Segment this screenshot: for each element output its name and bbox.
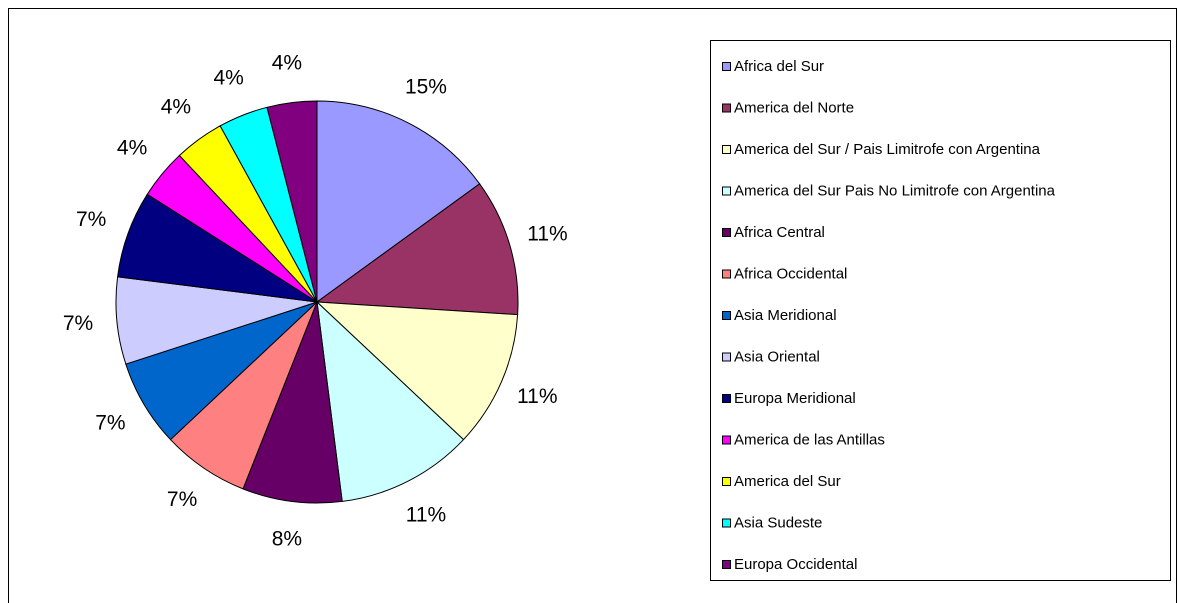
legend-label: America del Sur Pais No Limitrofe con Ar… xyxy=(734,182,1056,199)
legend-label: Asia Oriental xyxy=(734,348,820,365)
legend-swatch xyxy=(722,62,731,71)
data-label: 7% xyxy=(76,208,106,231)
data-label: 7% xyxy=(63,312,93,335)
legend-label: Europa Occidental xyxy=(734,556,857,573)
legend-swatch xyxy=(722,269,731,279)
data-label: 4% xyxy=(161,95,191,118)
data-label: 15% xyxy=(405,76,447,99)
pie-slice xyxy=(315,183,519,316)
legend-label: Africa Occidental xyxy=(734,265,847,282)
data-label: 8% xyxy=(272,528,302,551)
legend-swatch xyxy=(722,560,731,569)
pie-slice xyxy=(316,300,465,502)
data-label: 7% xyxy=(167,488,197,511)
legend-label: America del Sur / Pais Limitrofe con Arg… xyxy=(734,141,1041,158)
data-label: 4% xyxy=(213,66,243,89)
legend-label: Africa Central xyxy=(734,224,825,241)
legend-swatch xyxy=(722,145,731,154)
legend-label: Africa del Sur xyxy=(734,58,824,75)
legend-swatch xyxy=(722,103,731,113)
legend-label: Asia Sudeste xyxy=(734,514,822,531)
pie-slice xyxy=(315,301,519,441)
data-label: 11% xyxy=(406,503,446,526)
legend-box xyxy=(710,40,1171,581)
legend-swatch xyxy=(722,394,731,403)
pie-slice xyxy=(266,100,318,303)
legend-swatch xyxy=(722,435,731,445)
data-label: 4% xyxy=(117,137,147,160)
pie-slice xyxy=(316,100,481,303)
data-label: 11% xyxy=(517,385,557,408)
legend-swatch xyxy=(722,352,731,362)
legend-label: Asia Meridional xyxy=(734,307,837,324)
legend-label: Europa Meridional xyxy=(734,390,856,407)
legend-swatch xyxy=(722,518,731,528)
legend-label: America de las Antillas xyxy=(734,431,885,448)
legend-swatch xyxy=(722,311,731,320)
legend-swatch xyxy=(722,477,731,486)
data-label: 4% xyxy=(272,51,302,74)
pie-slice xyxy=(242,301,343,504)
data-label: 11% xyxy=(527,223,567,246)
data-label: 7% xyxy=(95,412,125,435)
legend-label: America del Sur xyxy=(734,473,841,490)
legend-label: America del Norte xyxy=(734,99,854,116)
legend-swatch xyxy=(722,186,731,196)
legend-swatch xyxy=(722,228,731,237)
